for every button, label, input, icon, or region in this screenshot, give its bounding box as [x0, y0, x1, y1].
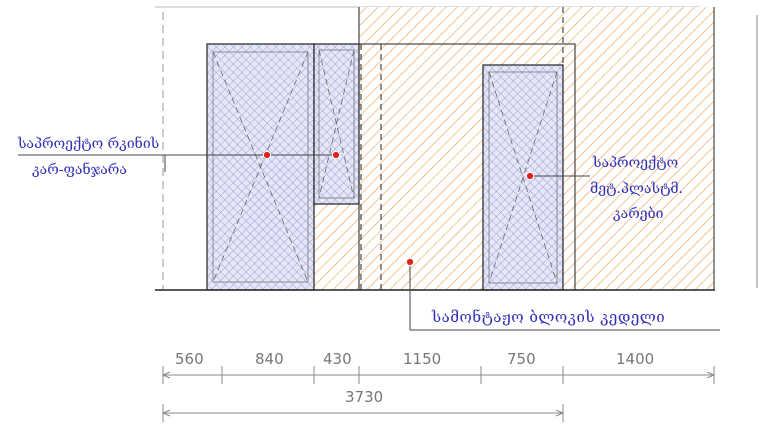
dim-segment-4: 1150 — [403, 350, 441, 368]
marker-door — [525, 171, 535, 181]
marker-window-small — [331, 150, 341, 160]
metal-plastic-door — [482, 64, 564, 291]
label-door-line2: მეტ.პლასტმ. — [590, 180, 683, 197]
dim-height: 2650 — [774, 112, 776, 150]
marker-wall — [405, 257, 415, 267]
steel-window-door — [206, 43, 360, 291]
dim-segment-6: 1400 — [616, 350, 654, 368]
dim-segment-3: 430 — [323, 350, 352, 368]
label-window-line1: საპროექტო რკინის — [17, 134, 159, 152]
marker-window — [262, 150, 272, 160]
dim-segment-2: 840 — [255, 350, 284, 368]
label-door-line1: საპროექტო — [592, 154, 678, 171]
label-door-line3: კარები — [613, 205, 664, 222]
dim-segment-5: 750 — [507, 350, 536, 368]
dim-total: 3730 — [345, 388, 383, 406]
dimension-chain — [161, 366, 716, 422]
dim-segment-1: 560 — [175, 350, 204, 368]
label-window-line2: კარ-ფანჯარა — [32, 160, 127, 178]
label-block-wall: სამონტაჟო ბლოკის კედელი — [431, 308, 665, 326]
